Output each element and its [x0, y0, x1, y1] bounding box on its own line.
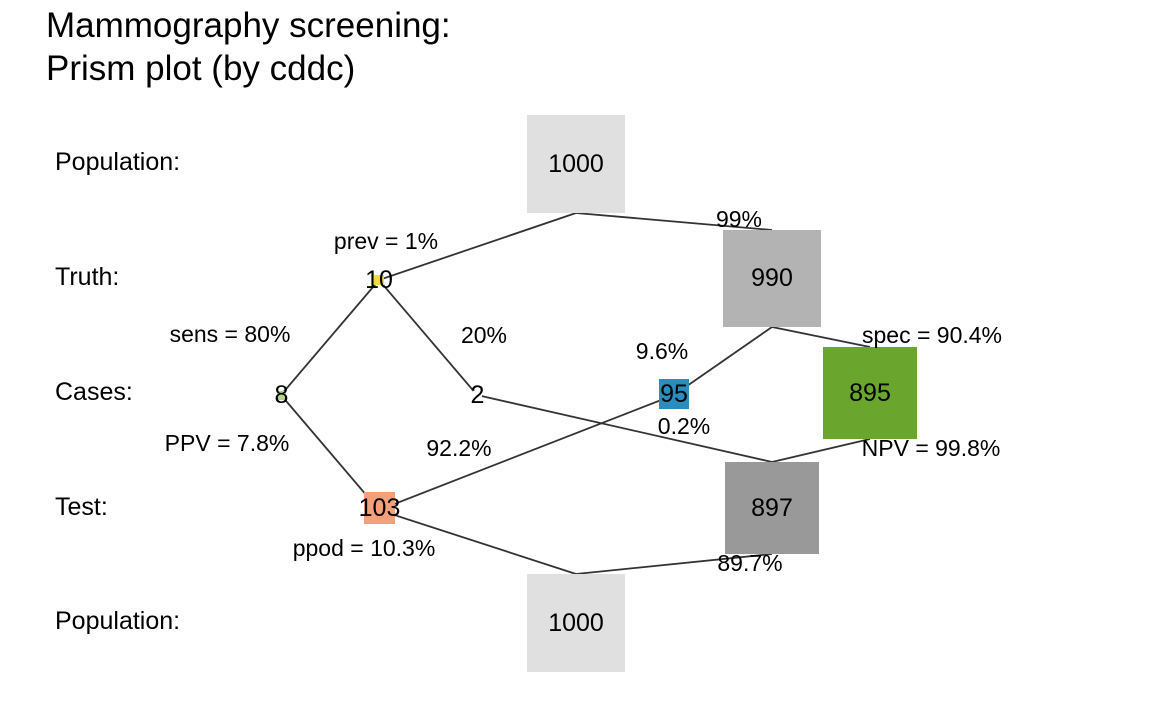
node-truth-false: 990 — [723, 230, 821, 327]
row-label-test: Test: — [55, 493, 108, 521]
edge-label-ppod: ppod = 10.3% — [292, 535, 436, 561]
edge-label-fa-rate: 9.6% — [635, 338, 689, 364]
link-hi-to-pos — [280, 394, 380, 511]
title-line-1: Mammography screening: — [46, 6, 451, 45]
node-cases-mi: 2 — [471, 381, 485, 409]
node-test-positive: 103 — [359, 492, 400, 524]
edge-label-ppv: PPV = 7.8% — [164, 430, 290, 456]
link-pop-to-true — [378, 212, 577, 281]
edge-label-miss-rate: 20% — [460, 322, 508, 348]
edge-label-not-prev: 99% — [715, 206, 763, 232]
row-label-population-bottom: Population: — [55, 607, 181, 635]
node-population-top: 1000 — [527, 115, 625, 213]
link-false-to-cr — [771, 326, 871, 348]
node-cases-cr: 895 — [823, 347, 917, 439]
edge-label-spec: spec = 90.4% — [861, 322, 1003, 348]
edge-label-fdr: 92.2% — [426, 435, 492, 461]
node-population-bottom: 1000 — [527, 574, 625, 672]
node-test-positive-value: 103 — [358, 493, 401, 522]
title-line-2: Prism plot (by cddc) — [46, 49, 356, 88]
link-neg-to-pop — [575, 553, 773, 575]
node-cases-hi: 8 — [275, 381, 289, 409]
node-cases-mi-value: 2 — [470, 381, 485, 409]
link-false-to-fa — [673, 326, 773, 396]
link-cr-to-neg — [771, 438, 871, 463]
node-test-negative: 897 — [725, 462, 819, 554]
link-true-to-hi — [280, 279, 380, 396]
edge-label-sens: sens = 80% — [169, 321, 291, 347]
edge-label-prev: prev = 1% — [333, 228, 439, 254]
row-label-population-top: Population: — [55, 148, 181, 176]
node-truth-true: 10 — [365, 266, 393, 294]
node-test-negative-value: 897 — [751, 493, 793, 522]
edge-label-not-ppod: 89.7% — [717, 550, 783, 576]
plot-title: Mammography screening: Prism plot (by cd… — [46, 4, 451, 90]
link-pop-to-false — [575, 212, 773, 231]
link-fa-to-pos — [378, 394, 675, 511]
node-cases-hi-value: 8 — [274, 381, 289, 409]
link-true-to-mi — [378, 279, 478, 396]
node-cases-cr-value: 895 — [849, 378, 891, 407]
row-label-cases: Cases: — [55, 378, 133, 406]
node-population-top-value: 1000 — [548, 149, 604, 178]
node-cases-fa-value: 95 — [660, 379, 688, 408]
node-cases-fa: 95 — [659, 379, 689, 409]
node-truth-false-value: 990 — [751, 264, 793, 292]
node-population-bottom-value: 1000 — [548, 608, 604, 637]
row-label-truth: Truth: — [55, 263, 120, 291]
node-truth-true-value: 10 — [365, 265, 393, 294]
link-mi-to-neg — [476, 394, 773, 463]
link-pos-to-pop — [378, 509, 577, 575]
edge-label-npv: NPV = 99.8% — [861, 435, 1001, 461]
edge-label-for: 0.2% — [657, 413, 711, 439]
